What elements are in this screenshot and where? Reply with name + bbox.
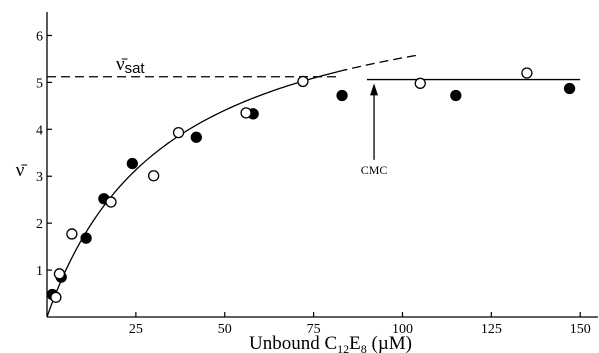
open-data-point bbox=[51, 292, 61, 302]
open-data-point bbox=[174, 128, 184, 138]
y-tick-label: 2 bbox=[36, 217, 43, 232]
vsat-subscript: sat bbox=[125, 60, 146, 77]
filled-data-point bbox=[565, 83, 575, 93]
y-tick-label: 4 bbox=[36, 123, 43, 138]
filled-data-point bbox=[451, 91, 461, 101]
filled-data-point bbox=[337, 91, 347, 101]
data-marks bbox=[47, 55, 580, 317]
x-tick-label: 25 bbox=[129, 322, 143, 337]
vsat-label: ν̄sat bbox=[116, 54, 145, 77]
open-data-point bbox=[67, 229, 77, 239]
x-tick-label: 150 bbox=[570, 322, 591, 337]
fit-curve bbox=[47, 72, 339, 317]
filled-data-point bbox=[81, 233, 91, 243]
x-tick-label: 125 bbox=[481, 322, 502, 337]
x-axis-title-part: 12 bbox=[337, 342, 349, 353]
x-axis-title-part: Unbound C bbox=[249, 333, 337, 353]
open-data-point bbox=[241, 108, 251, 118]
x-axis-title-part: (µM) bbox=[367, 333, 412, 353]
x-axis-title-part: E bbox=[349, 333, 361, 353]
y-axis-title: ν̄ bbox=[16, 160, 28, 181]
cmc-label: CMC bbox=[361, 163, 388, 177]
open-data-point bbox=[54, 269, 64, 279]
y-tick-label: 5 bbox=[36, 76, 43, 91]
y-tick-label: 1 bbox=[36, 264, 43, 279]
filled-data-point bbox=[191, 132, 201, 142]
y-tick-label: 6 bbox=[36, 29, 43, 44]
open-data-point bbox=[415, 78, 425, 88]
fit-curve-extension bbox=[339, 55, 421, 72]
open-data-point bbox=[522, 68, 532, 78]
open-data-point bbox=[149, 171, 159, 181]
open-data-point bbox=[106, 197, 116, 207]
x-axis-title: Unbound C12E8 (µM) bbox=[249, 333, 412, 353]
filled-data-point bbox=[127, 159, 137, 169]
cmc-arrow-head bbox=[370, 83, 378, 95]
x-tick-label: 50 bbox=[218, 322, 232, 337]
y-tick-label: 3 bbox=[36, 170, 43, 185]
open-data-point bbox=[298, 76, 308, 86]
